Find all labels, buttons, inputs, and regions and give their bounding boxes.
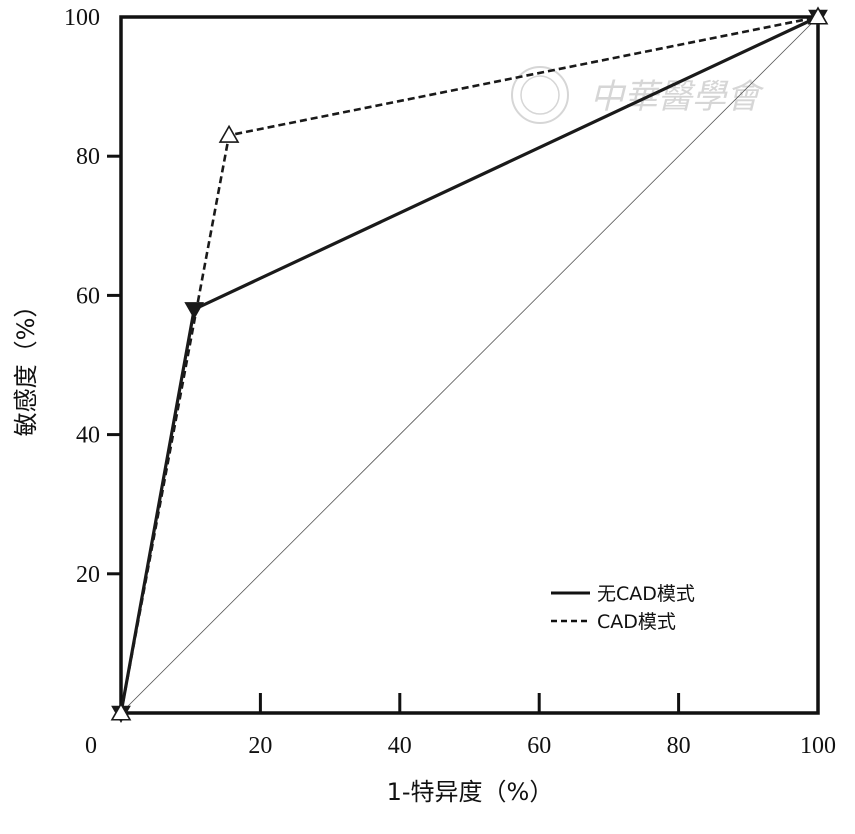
watermark: 中華醫學會: [511, 66, 765, 124]
plot-frame: [119, 15, 820, 715]
data-point-marker: [184, 302, 205, 320]
y-tick-label: 40: [76, 423, 100, 449]
watermark-seal-inner: [520, 75, 560, 115]
y-tick-label: 20: [76, 562, 100, 588]
x-tick-label: 100: [800, 733, 836, 759]
data-point-marker: [110, 702, 132, 721]
watermark-seal-outer: [511, 66, 569, 124]
series-layer: [110, 6, 829, 724]
data-point-marker: [218, 124, 240, 143]
y-tick-label: 100: [64, 5, 100, 31]
legend-label-cad: CAD模式: [597, 611, 676, 633]
legend-label-no-cad: 无CAD模式: [597, 583, 695, 605]
data-point-marker: [807, 6, 829, 25]
x-axis-ticks: 0 20 40 60 80 100: [85, 693, 836, 759]
y-axis-title: 敏感度（%）: [12, 294, 40, 437]
y-tick-label: 80: [76, 144, 100, 170]
legend: 无CAD模式 CAD模式: [551, 583, 695, 633]
x-axis-title: 1-特异度（%）: [387, 778, 554, 806]
x-tick-label: 60: [527, 733, 551, 759]
x-tick-label: 40: [388, 733, 412, 759]
x-tick-label: 20: [248, 733, 272, 759]
x-tick-label: 80: [667, 733, 691, 759]
reference-diagonal-line: [120, 16, 819, 714]
y-tick-label: 60: [76, 283, 100, 309]
x-tick-label: 0: [85, 733, 97, 759]
y-axis-ticks: 20 40 60 80 100: [64, 5, 121, 588]
